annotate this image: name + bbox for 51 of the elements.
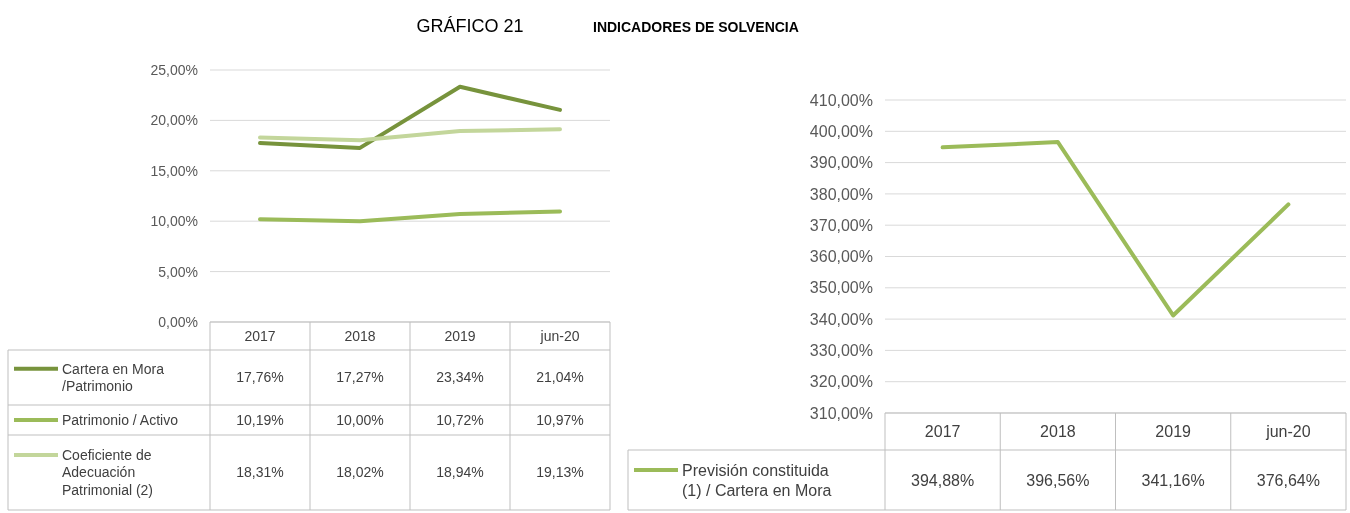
data-label: 10,97%: [536, 411, 584, 428]
y-tick-label: 330,00%: [809, 342, 873, 359]
data-label: 10,19%: [236, 411, 284, 428]
line-series: [940, 140, 1291, 318]
y-tick-label: 20,00%: [150, 112, 198, 129]
data-label: 341,16%: [1141, 471, 1205, 489]
x-tick-label: 2017: [244, 327, 276, 344]
x-tick-label: 2018: [344, 327, 376, 344]
y-tick-label: 390,00%: [809, 154, 873, 172]
data-label: 18,94%: [436, 464, 484, 481]
y-tick-label: 320,00%: [809, 373, 873, 391]
y-tick-label: 340,00%: [809, 310, 873, 328]
y-tick-label: 310,00%: [809, 404, 873, 422]
x-tick-label: 2018: [1040, 423, 1076, 441]
x-tick-label: 2019: [1155, 423, 1192, 441]
y-tick-label: 0,00%: [158, 313, 198, 330]
y-tick-label: 10,00%: [150, 213, 198, 230]
line-series: [258, 209, 562, 224]
legend-label: Coeficiente de Adecuación Patrimonial (2): [62, 446, 154, 498]
legend-label: Patrimonio / Activo: [62, 411, 179, 428]
y-tick-label: 350,00%: [809, 279, 873, 297]
x-tick-label: 2017: [924, 423, 961, 441]
data-label: 394,88%: [911, 471, 975, 489]
y-tick-label: 400,00%: [809, 122, 873, 140]
y-tick-label: 380,00%: [809, 185, 873, 203]
data-label: 21,04%: [536, 369, 584, 386]
data-label: 396,56%: [1026, 471, 1090, 489]
data-label: 10,00%: [336, 411, 384, 428]
data-label: 18,31%: [236, 464, 284, 481]
y-tick-label: 5,00%: [158, 263, 198, 280]
legend-label: Previsión constituida (1) / Cartera en Mora: [682, 461, 832, 499]
data-label: 17,27%: [336, 369, 384, 386]
line-series: [258, 127, 562, 143]
data-label: 19,13%: [536, 464, 584, 481]
legend-label: Cartera en Mora /Patrimonio: [62, 360, 165, 395]
data-label: 18,02%: [336, 464, 384, 481]
x-tick-label: jun-20: [539, 327, 580, 344]
y-tick-label: 370,00%: [809, 216, 873, 234]
y-tick-label: 15,00%: [150, 162, 198, 179]
text: INDICADORES DE SOLVENCIA: [593, 19, 799, 35]
x-tick-label: 2019: [444, 327, 476, 344]
data-label: 17,76%: [236, 369, 284, 386]
chart-title: GRÁFICO 21: [416, 16, 524, 36]
data-label: 10,72%: [436, 411, 484, 428]
x-tick-label: jun-20: [1265, 423, 1311, 441]
y-tick-label: 410,00%: [809, 91, 873, 109]
y-tick-label: 25,00%: [150, 61, 198, 78]
data-label: 376,64%: [1256, 471, 1320, 489]
data-label: 23,34%: [436, 369, 484, 386]
y-tick-label: 360,00%: [809, 248, 873, 266]
line-series: [258, 84, 562, 150]
